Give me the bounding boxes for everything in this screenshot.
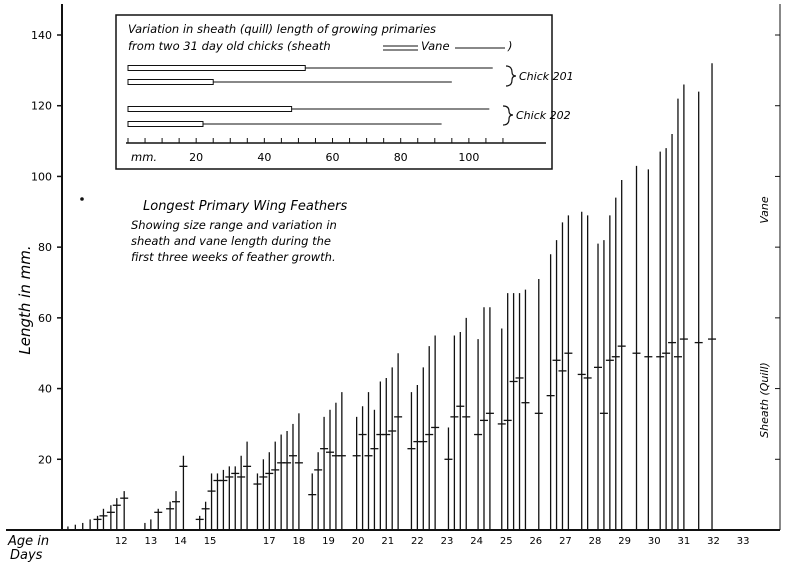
x-tick-label-29: 29 bbox=[618, 536, 631, 547]
x-tick-label-24: 24 bbox=[470, 536, 483, 547]
x-tick-label-28: 28 bbox=[589, 536, 602, 547]
x-tick-label-19: 19 bbox=[322, 536, 335, 547]
y-tick-label-120: 120 bbox=[31, 100, 52, 113]
inset-axis-unit: mm. bbox=[131, 150, 157, 164]
inset-ticks: 20 40 60 80 100 bbox=[127, 138, 504, 164]
y-tick-label-40: 40 bbox=[38, 383, 52, 396]
x-tick-label-21: 21 bbox=[381, 536, 394, 547]
inset-tick-label-40: 40 bbox=[257, 151, 271, 164]
inset-sheath-2-2 bbox=[127, 121, 204, 127]
inset-title-line-2: from two 31 day old chicks (sheath bbox=[128, 39, 331, 53]
x-tick-label-18: 18 bbox=[293, 536, 306, 547]
x-axis-label-line-2: Days bbox=[10, 548, 43, 563]
stray-dot bbox=[80, 197, 84, 201]
x-tick-label-27: 27 bbox=[559, 536, 572, 547]
y-tick-label-60: 60 bbox=[38, 312, 52, 325]
y-tick-label-20: 20 bbox=[38, 453, 52, 466]
subtitle-line-3: first three weeks of feather growth. bbox=[131, 250, 336, 264]
inset-sheath-1-1 bbox=[127, 65, 306, 71]
x-tick-label-33: 33 bbox=[737, 536, 750, 547]
inset-legend-close-paren: ) bbox=[507, 39, 513, 53]
sheath-label: Sheath (Quill) bbox=[758, 362, 771, 438]
inset-chart: Variation in sheath (quill) length of gr… bbox=[115, 14, 574, 170]
x-tick-label-15: 15 bbox=[204, 536, 217, 547]
x-tick-label-12: 12 bbox=[115, 536, 128, 547]
inset-brace-chick-202 bbox=[502, 105, 514, 126]
x-axis-label-line-1: Age in bbox=[7, 534, 49, 549]
inset-legend-vane-label: Vane bbox=[421, 39, 450, 53]
x-tick-label-17: 17 bbox=[263, 536, 276, 547]
x-tick-label-14: 14 bbox=[174, 536, 187, 547]
inset-sheath-2-1 bbox=[127, 106, 293, 112]
y-tick-label-140: 140 bbox=[31, 29, 52, 42]
x-tick-label-23: 23 bbox=[441, 536, 454, 547]
y-tick-label-80: 80 bbox=[38, 241, 52, 254]
feather-bars bbox=[67, 63, 717, 530]
x-tick-label-20: 20 bbox=[352, 536, 365, 547]
y-tick-label-100: 100 bbox=[31, 170, 52, 183]
subtitle-line-1: Showing size range and variation in bbox=[131, 218, 337, 232]
x-tick-label-30: 30 bbox=[648, 536, 661, 547]
x-tick-label-22: 22 bbox=[411, 536, 424, 547]
subtitle-line-2: sheath and vane length during the bbox=[131, 234, 331, 248]
inset-tick-label-60: 60 bbox=[326, 151, 340, 164]
inset-brace-chick-201 bbox=[505, 65, 517, 87]
inset-group-label-chick-201: Chick 201 bbox=[519, 70, 574, 83]
inset-tick-label-20: 20 bbox=[189, 151, 203, 164]
y-ticks: 20 40 60 80 100 120 140 bbox=[31, 29, 780, 466]
x-tick-label-31: 31 bbox=[678, 536, 691, 547]
inset-tick-label-100: 100 bbox=[458, 151, 479, 164]
x-tick-label-25: 25 bbox=[500, 536, 513, 547]
x-ticks: 12 13 14 15 17 18 19 20 21 22 23 24 25 26 27 28 29 30 31 32… bbox=[115, 536, 750, 547]
x-tick-label-26: 26 bbox=[529, 536, 542, 547]
chart-title: Longest Primary Wing Feathers bbox=[143, 199, 347, 214]
vane-label: Vane bbox=[758, 196, 771, 224]
inset-sheath-1-2 bbox=[127, 79, 214, 85]
inset-feathers bbox=[127, 65, 493, 127]
inset-group-label-chick-202: Chick 202 bbox=[516, 109, 571, 122]
y-axis-label: Length in mm. bbox=[16, 245, 34, 354]
inset-title-line-1: Variation in sheath (quill) length of gr… bbox=[128, 22, 436, 36]
x-tick-label-32: 32 bbox=[707, 536, 720, 547]
x-tick-label-13: 13 bbox=[144, 536, 157, 547]
inset-tick-label-80: 80 bbox=[394, 151, 408, 164]
